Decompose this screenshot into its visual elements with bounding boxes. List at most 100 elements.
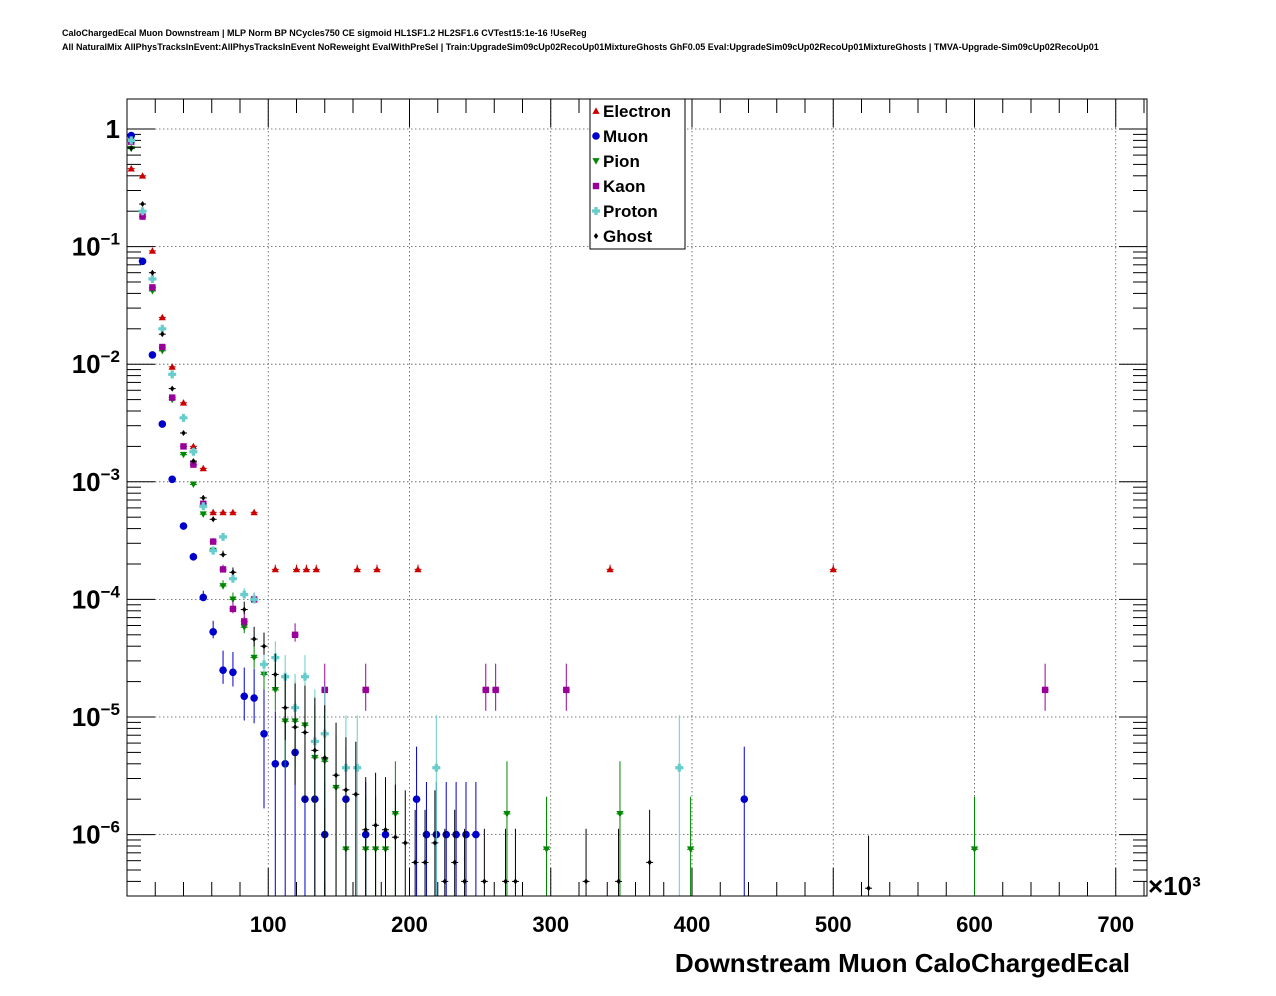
- data-point: [686, 846, 695, 853]
- series-pion: [127, 145, 979, 896]
- data-point: [492, 686, 499, 694]
- data-point: [383, 826, 388, 833]
- data-point: [260, 660, 269, 669]
- data-point: [160, 331, 165, 338]
- data-point: [228, 574, 237, 583]
- data-point: [250, 694, 258, 702]
- x-tick-label: 400: [674, 912, 711, 937]
- data-point: [148, 247, 157, 254]
- legend-marker-pion: [592, 158, 600, 165]
- data-point: [149, 284, 156, 291]
- y-tick-label: 1: [106, 114, 120, 144]
- data-point: [503, 878, 508, 885]
- data-point: [542, 846, 551, 853]
- data-point: [159, 343, 166, 351]
- data-point: [292, 724, 298, 731]
- data-point: [127, 131, 136, 140]
- data-point: [250, 508, 258, 516]
- legend-label-pion: Pion: [603, 152, 640, 171]
- data-point: [616, 811, 624, 818]
- x-tick-label: 300: [532, 912, 569, 937]
- x-tick-labels: 100 200 300 400 500 600 700: [250, 912, 1134, 937]
- legend-marker-ghost: [593, 233, 599, 239]
- data-point: [127, 165, 135, 172]
- series-kaon: [127, 138, 1049, 711]
- data-point: [139, 213, 146, 220]
- data-point: [199, 502, 208, 511]
- data-point: [414, 565, 422, 573]
- data-point: [180, 443, 187, 450]
- data-point: [616, 878, 621, 885]
- data-point: [219, 532, 228, 541]
- data-point: [199, 464, 207, 472]
- data-point: [241, 618, 248, 625]
- legend-box: [589, 98, 686, 250]
- header-line-1: CaloChargedEcal Muon Downstream | MLP No…: [62, 28, 587, 38]
- y-tick-label: 10−6: [72, 818, 120, 850]
- legend-marker-electron: [592, 107, 600, 114]
- legend-marker-proton: [592, 207, 600, 215]
- y-tick-labels: 1 10−1 10−2 10−3 10−4 10−5 10−6: [72, 114, 121, 850]
- x-tick-label: 500: [815, 912, 852, 937]
- data-point: [462, 878, 467, 885]
- data-point: [150, 269, 155, 276]
- data-point: [283, 704, 288, 711]
- data-point: [229, 508, 237, 516]
- data-point: [829, 565, 837, 573]
- data-point: [190, 461, 197, 468]
- data-point: [168, 475, 176, 484]
- data-point: [219, 566, 227, 573]
- data-point: [179, 413, 188, 422]
- y-tick-label: 10−2: [72, 347, 120, 379]
- data-point: [148, 275, 157, 284]
- data-point: [189, 481, 197, 489]
- legend-label-muon: Muon: [603, 127, 648, 146]
- data-point: [158, 324, 167, 333]
- data-point: [219, 666, 227, 675]
- header: CaloChargedEcal Muon Downstream | MLP No…: [62, 26, 1262, 54]
- data-point: [220, 551, 226, 558]
- data-point: [403, 839, 408, 846]
- data-point: [138, 172, 147, 179]
- data-point: [482, 686, 489, 694]
- data-point: [273, 671, 278, 678]
- data-point: [412, 795, 421, 803]
- data-point: [291, 631, 299, 639]
- y-tick-label: 10−1: [72, 230, 120, 262]
- legend-label-ghost: Ghost: [603, 227, 652, 246]
- data-point: [210, 516, 216, 523]
- data-point: [412, 859, 418, 866]
- legend-marker-muon: [592, 132, 600, 140]
- data-point: [140, 201, 145, 208]
- data-point: [675, 763, 684, 772]
- data-point: [209, 628, 217, 636]
- legend-label-kaon: Kaon: [603, 177, 646, 196]
- data-point: [353, 763, 362, 772]
- data-point: [170, 385, 175, 392]
- data-point: [442, 878, 448, 885]
- data-point: [422, 830, 431, 839]
- data-point: [563, 686, 570, 694]
- data-point: [482, 878, 487, 885]
- data-point: [189, 553, 198, 561]
- data-point: [583, 878, 589, 885]
- data-point: [168, 370, 177, 379]
- data-point: [1041, 686, 1049, 694]
- data-point: [312, 747, 318, 754]
- data-point: [199, 511, 207, 518]
- data-point: [422, 859, 428, 866]
- data-point: [219, 508, 227, 516]
- data-point: [503, 811, 511, 818]
- data-point: [343, 786, 349, 793]
- x-tick-label: 200: [391, 912, 428, 937]
- data-point: [647, 859, 652, 866]
- x-multiplier: ×10³: [1148, 871, 1201, 901]
- data-point: [209, 538, 217, 545]
- data-point: [229, 668, 237, 677]
- data-point: [363, 826, 368, 833]
- data-point: [240, 590, 249, 599]
- data-point: [302, 729, 308, 736]
- data-point: [138, 257, 147, 266]
- data-point: [260, 729, 268, 738]
- series-proton: [127, 136, 684, 896]
